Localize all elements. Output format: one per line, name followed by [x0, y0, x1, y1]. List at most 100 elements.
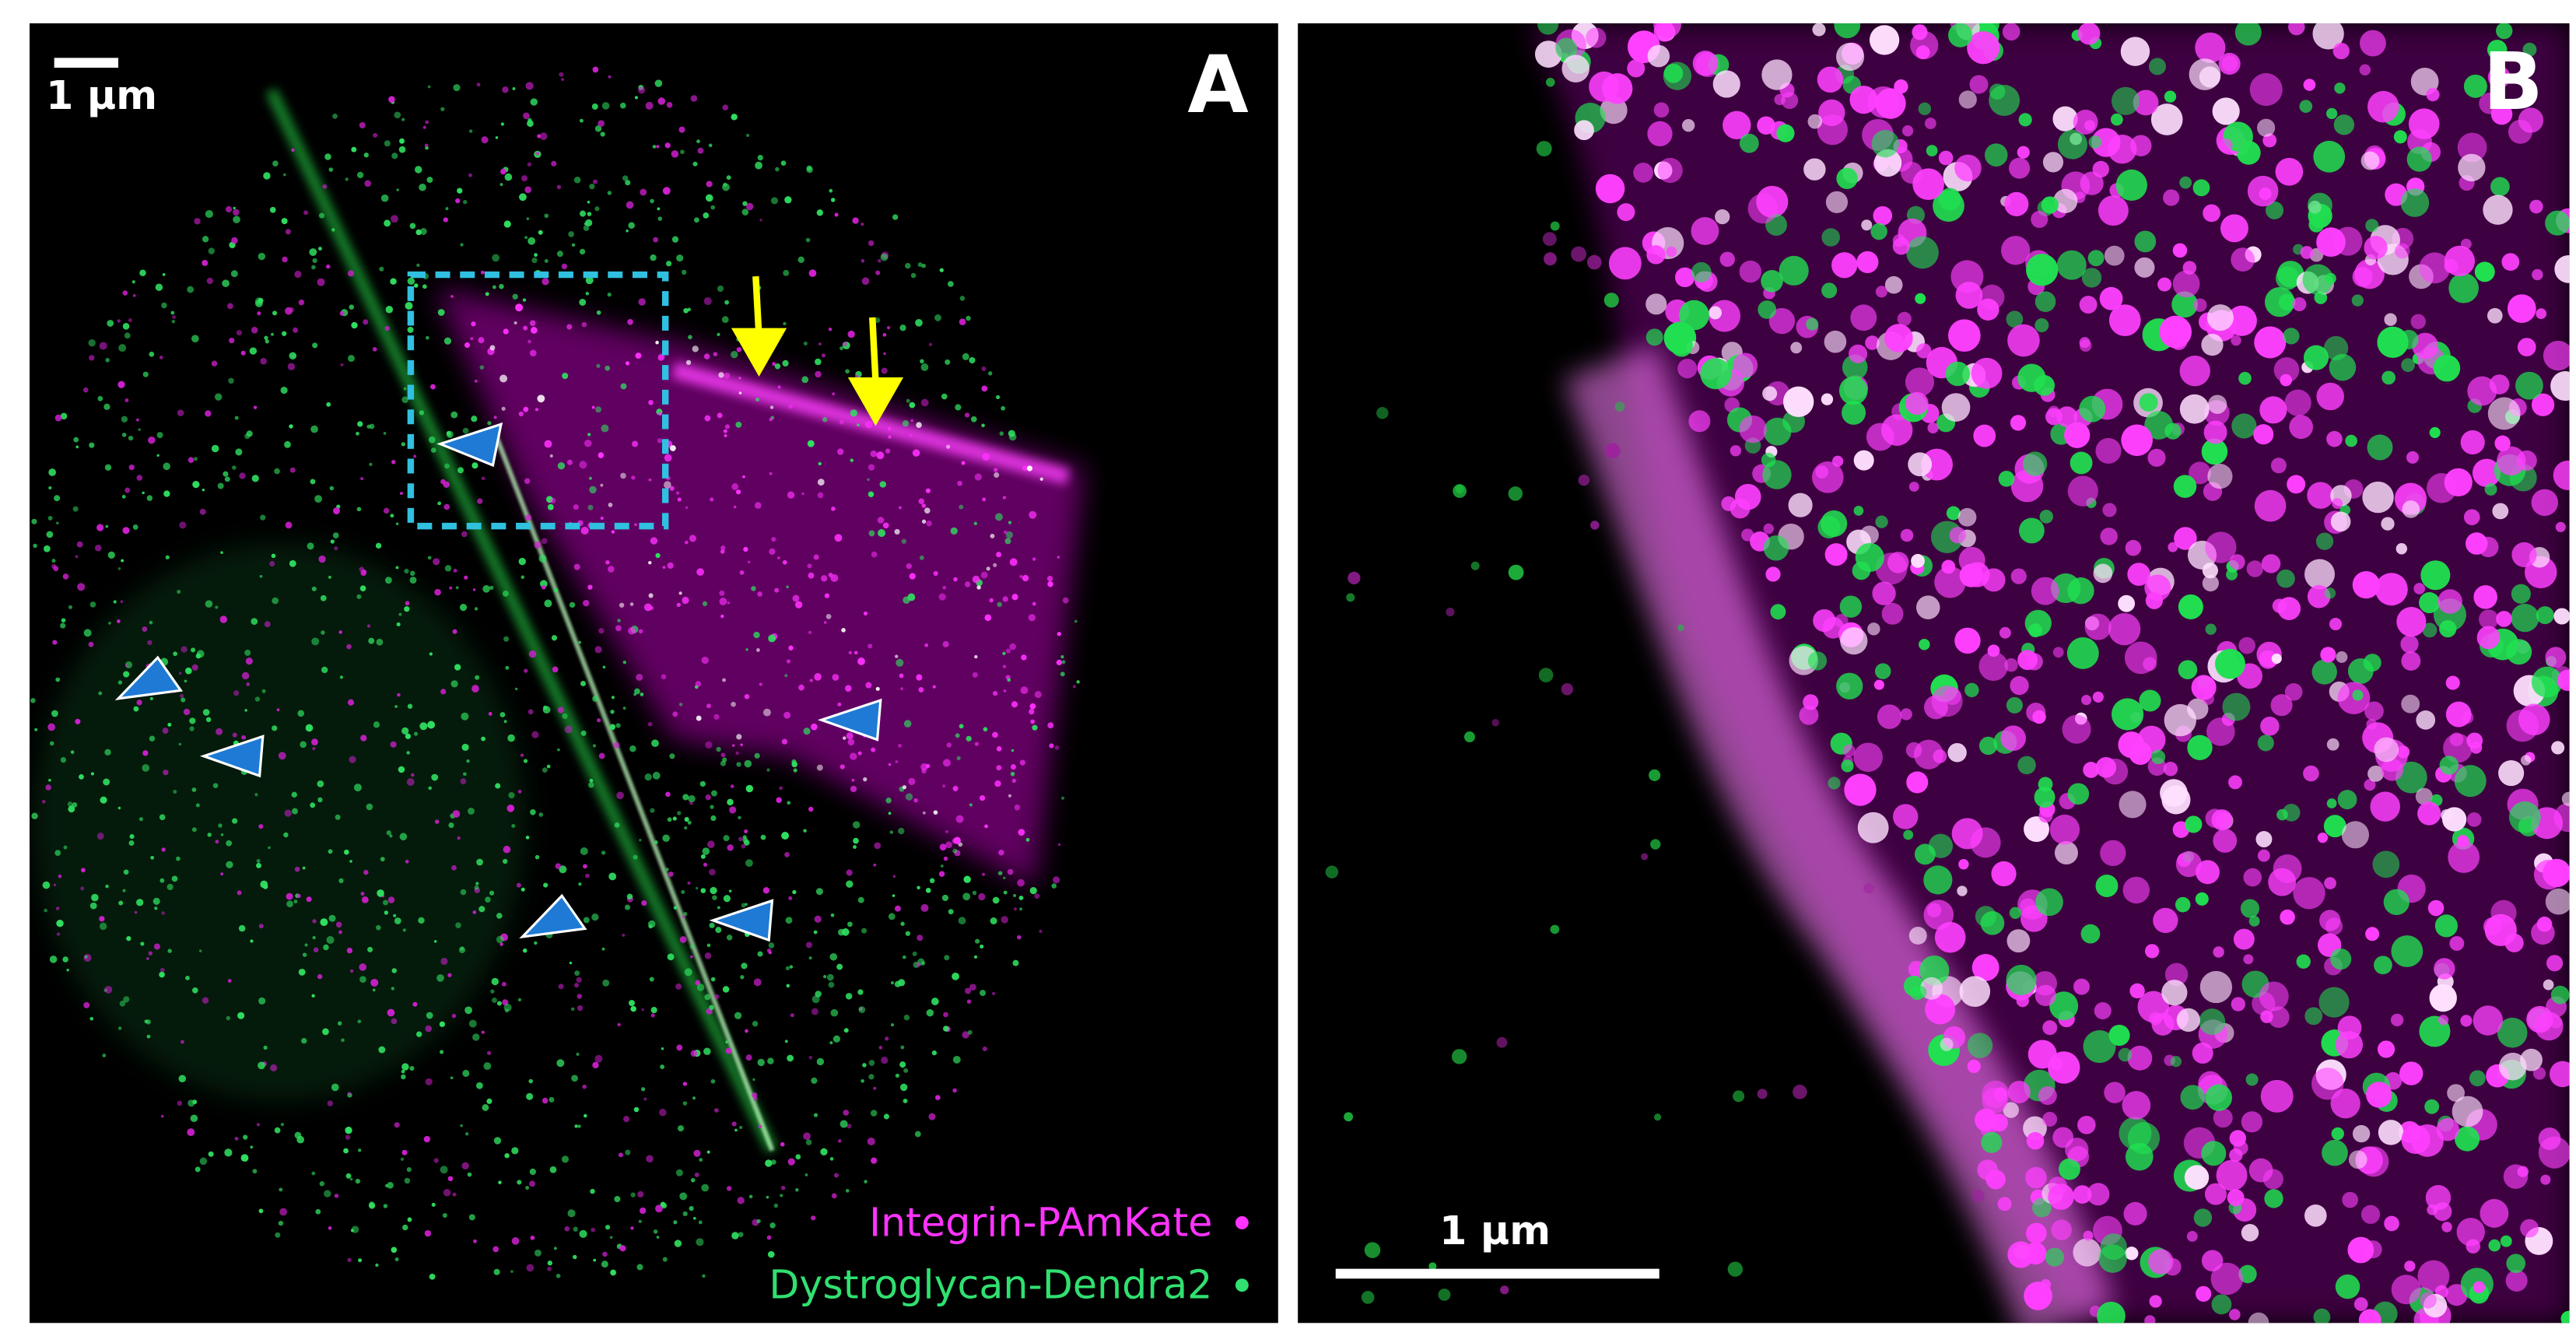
localization [123, 869, 129, 875]
localization [2144, 944, 2160, 959]
localization [307, 542, 314, 550]
localization [943, 759, 951, 767]
localization [387, 1182, 394, 1189]
localization [233, 690, 240, 696]
localization [339, 675, 344, 679]
localization [1906, 236, 1939, 269]
localization [744, 829, 748, 834]
localization [726, 175, 731, 181]
localization [258, 1208, 264, 1214]
arrowhead [199, 735, 265, 778]
localization [2059, 1158, 2080, 1180]
localization [1873, 679, 1884, 690]
localization [138, 817, 143, 822]
localization [107, 551, 115, 559]
localization [468, 173, 472, 177]
localization [2193, 298, 2207, 312]
localization [312, 342, 318, 349]
localization [988, 371, 993, 376]
localization [921, 503, 927, 508]
localization [1364, 1242, 1381, 1258]
localization [552, 666, 559, 673]
localization [803, 728, 811, 735]
localization [450, 411, 458, 419]
localization [758, 1124, 762, 1129]
localization [513, 321, 517, 325]
localization [965, 581, 971, 587]
localization [240, 350, 246, 356]
localization [1892, 237, 1910, 255]
localization [345, 1134, 351, 1140]
localization [1508, 486, 1523, 501]
localization [640, 1207, 647, 1215]
localization [1018, 896, 1024, 900]
localization [2087, 250, 2105, 267]
localization [656, 1236, 660, 1239]
localization [2052, 647, 2064, 658]
localization [291, 791, 297, 798]
localization [1839, 595, 1863, 618]
localization [1812, 461, 1844, 493]
localization [705, 194, 713, 202]
localization [287, 363, 296, 370]
localization [51, 559, 56, 563]
localization [2308, 216, 2325, 233]
localization [350, 1229, 355, 1233]
localization [271, 332, 274, 336]
localization [1500, 1285, 1509, 1295]
localization [797, 256, 804, 264]
localization [775, 167, 780, 172]
localization [957, 480, 963, 486]
localization [873, 863, 877, 867]
localization [531, 731, 539, 738]
localization [755, 397, 760, 402]
localization [695, 681, 702, 687]
localization [828, 572, 833, 577]
localization [579, 248, 586, 255]
localization [450, 680, 458, 688]
localization [2064, 422, 2091, 448]
localization [2360, 1204, 2381, 1224]
localization [360, 892, 365, 896]
localization [895, 759, 899, 763]
localization [734, 1012, 742, 1019]
localization [687, 820, 692, 825]
localization [828, 981, 835, 988]
localization [650, 1013, 655, 1018]
localization [402, 928, 406, 932]
localization [259, 574, 263, 578]
localization [46, 531, 54, 538]
localization [99, 342, 107, 350]
localization [2497, 1017, 2528, 1048]
localization [1875, 286, 1888, 298]
localization [769, 548, 776, 556]
localization [2081, 268, 2102, 288]
localization [357, 421, 363, 427]
localization [1741, 528, 1754, 542]
localization [1733, 352, 1758, 378]
localization [634, 523, 637, 527]
localization [2384, 1215, 2399, 1232]
localization [394, 111, 401, 119]
localization [867, 643, 873, 649]
localization [356, 594, 362, 599]
localization [2370, 791, 2400, 822]
localization [2293, 877, 2325, 910]
localization [684, 968, 692, 977]
localization [1542, 232, 1557, 247]
localization [1918, 102, 1932, 116]
localization [2374, 737, 2399, 763]
localization [2002, 23, 2020, 41]
localization [1900, 528, 1914, 542]
localization [566, 459, 573, 465]
localization [517, 1180, 522, 1185]
localization [2415, 787, 2433, 805]
localization [133, 706, 139, 712]
localization [199, 508, 206, 515]
localization [813, 554, 819, 560]
localization [315, 1208, 321, 1215]
localization [205, 600, 213, 608]
localization [2448, 841, 2480, 873]
localization [830, 198, 836, 202]
